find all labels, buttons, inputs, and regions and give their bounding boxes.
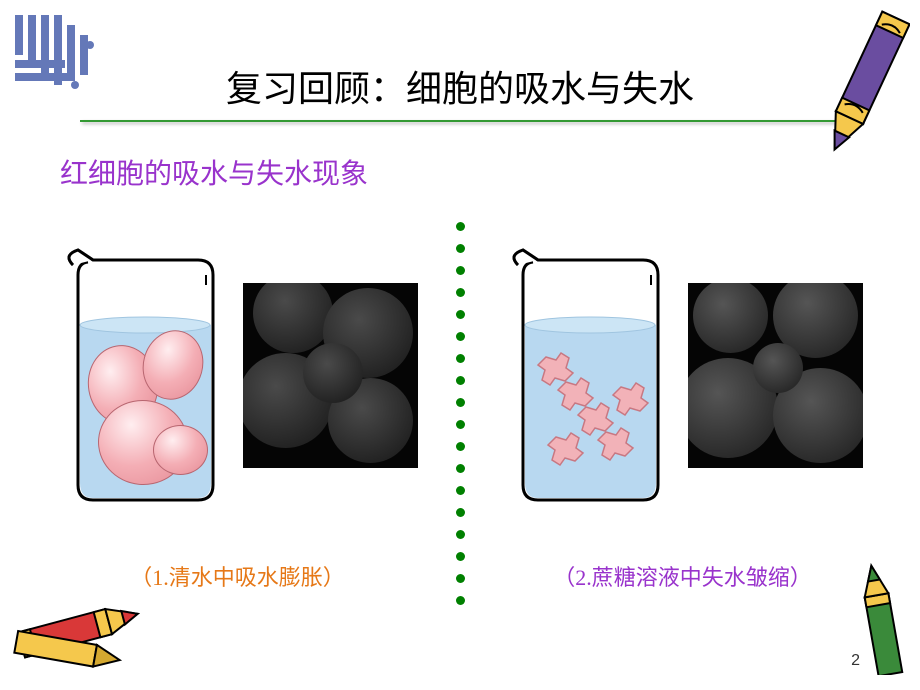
caption-left: （1.清水中吸水膨胀）	[130, 560, 345, 592]
dot	[456, 596, 465, 605]
dot	[456, 420, 465, 429]
page-number: 2	[851, 652, 860, 670]
dot	[456, 464, 465, 473]
dot	[456, 288, 465, 297]
main-title: 复习回顾：细胞的吸水与失水	[0, 60, 920, 112]
dot	[456, 266, 465, 275]
dot	[456, 398, 465, 407]
dot	[456, 244, 465, 253]
panel-left-images	[58, 235, 418, 515]
cell-swollen-4	[153, 425, 208, 475]
dot	[456, 376, 465, 385]
micro-cell	[303, 343, 363, 403]
cell-shrunk-group	[538, 353, 648, 465]
micro-cell	[753, 343, 803, 393]
dot	[456, 530, 465, 539]
divider-dots	[448, 222, 473, 605]
dot	[456, 552, 465, 561]
dot	[456, 310, 465, 319]
micro-cell	[693, 283, 768, 353]
dot	[456, 354, 465, 363]
dot	[456, 222, 465, 231]
decoration-circuit	[10, 10, 120, 125]
microscope-swollen	[243, 283, 418, 468]
dot	[456, 574, 465, 583]
dot	[456, 508, 465, 517]
dot	[456, 332, 465, 341]
title-area: 复习回顾：细胞的吸水与失水	[0, 0, 920, 122]
microscope-shrunken	[688, 283, 863, 468]
panel-right: （2.蔗糖溶液中失水皱缩）	[503, 235, 863, 592]
dot	[456, 486, 465, 495]
panel-right-images	[503, 235, 863, 515]
diagram-area: （1.清水中吸水膨胀）	[0, 222, 920, 605]
dot	[456, 442, 465, 451]
decoration-crayon-top	[810, 10, 910, 185]
subtitle: 红细胞的吸水与失水现象	[0, 122, 920, 192]
panel-left: （1.清水中吸水膨胀）	[58, 235, 418, 592]
beaker-shrunken	[503, 235, 678, 515]
micro-cell	[253, 283, 333, 353]
beaker-swollen	[58, 235, 233, 515]
caption-right: （2.蔗糖溶液中失水皱缩）	[553, 560, 812, 592]
